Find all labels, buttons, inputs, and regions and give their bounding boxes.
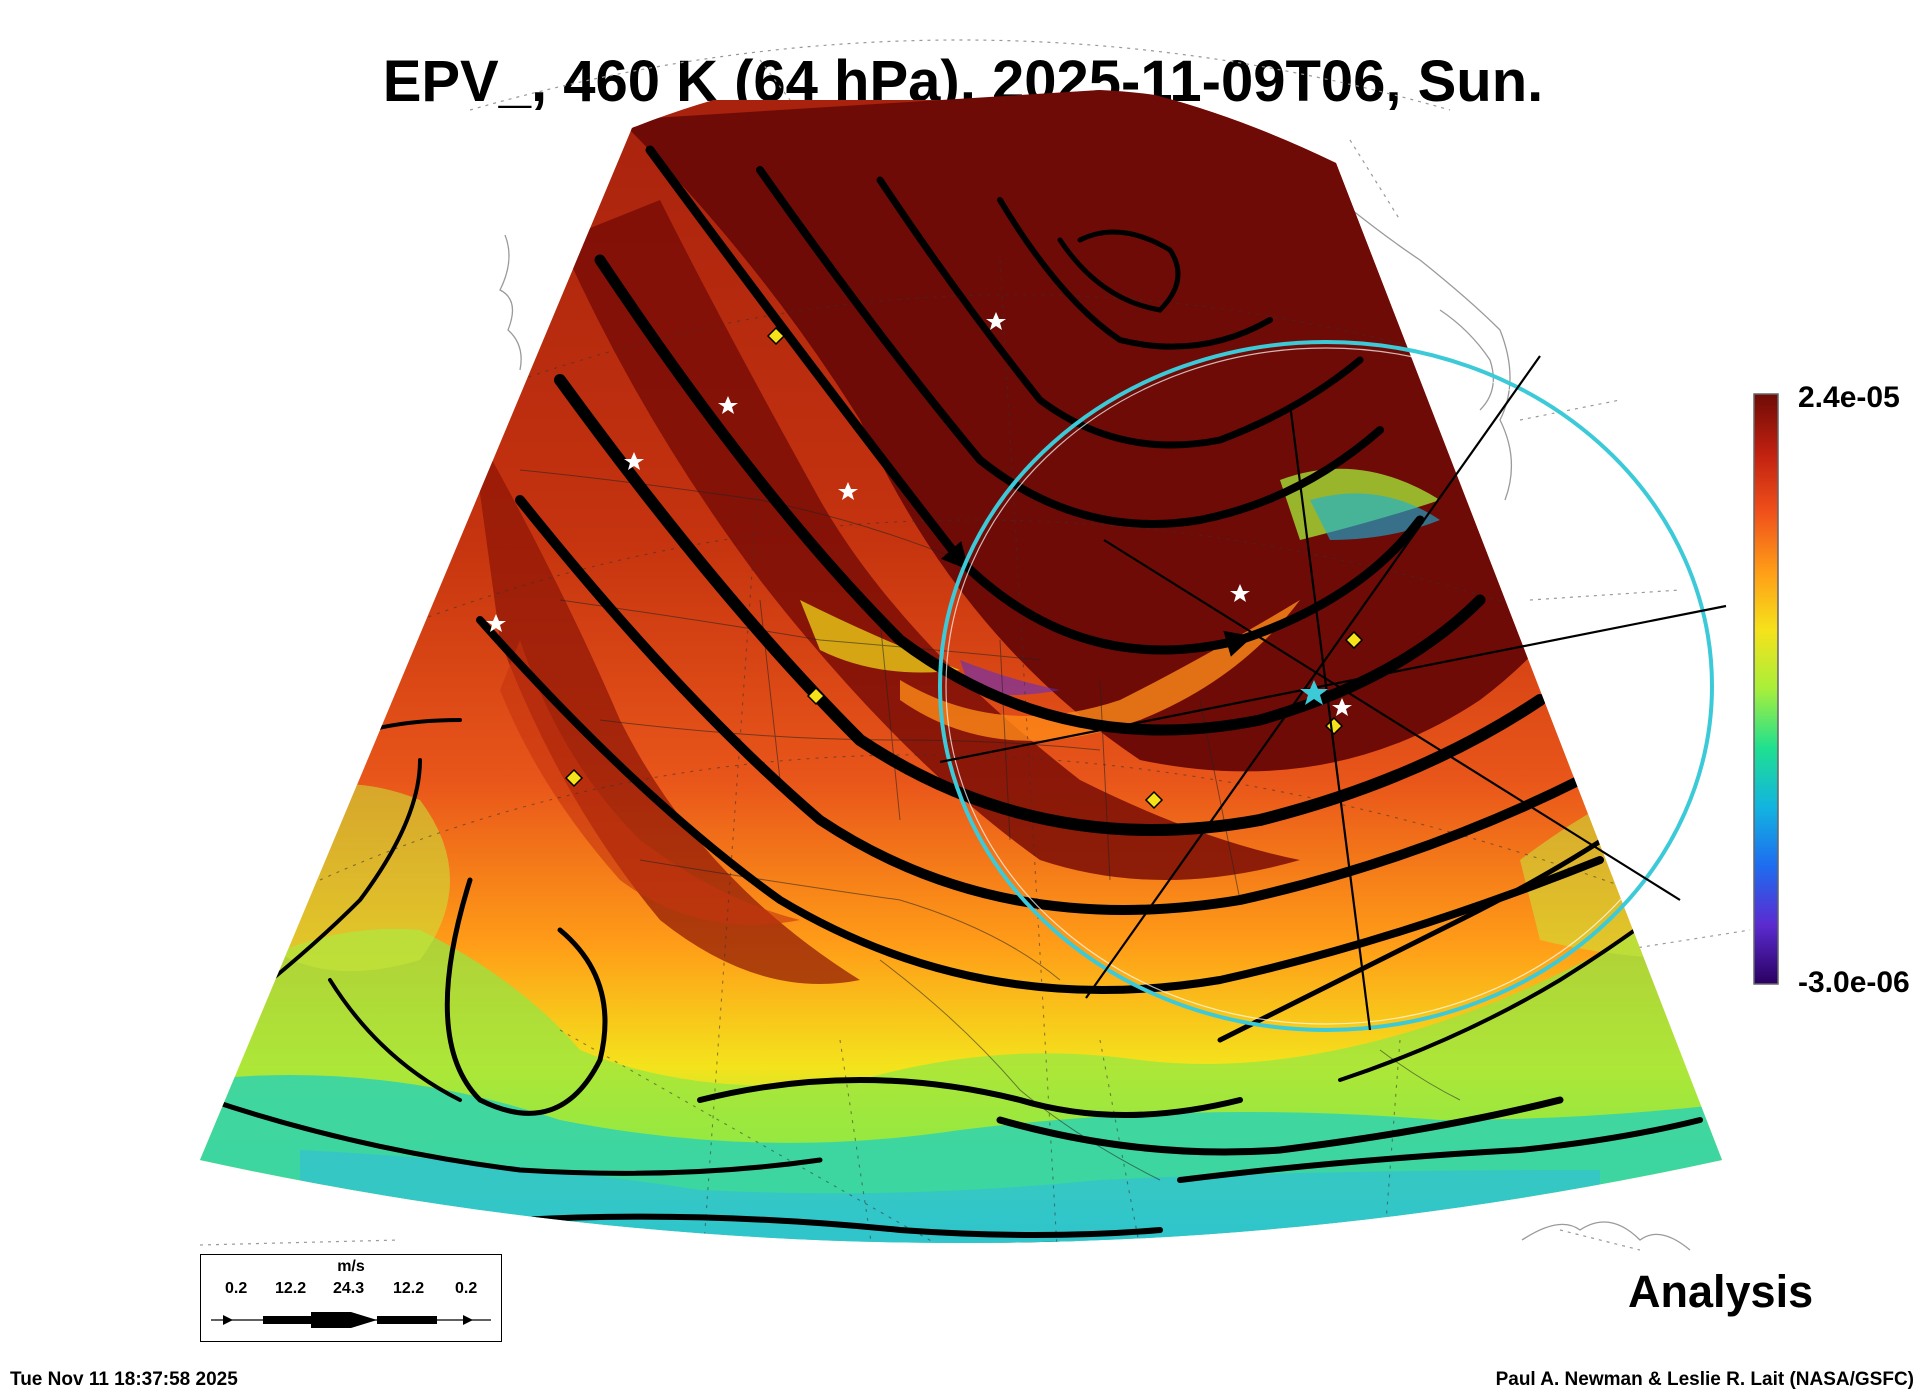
colorbar xyxy=(1753,393,1779,985)
coastline-outside xyxy=(499,209,1691,1251)
wind-legend-tick: 12.2 xyxy=(275,1280,307,1297)
sun-projection-overlay xyxy=(938,340,1727,1032)
colorbar-max-label: 2.4e-05 xyxy=(1798,381,1900,414)
wind-speed-legend: m/s 0.2 12.2 24.3 12.2 0.2 xyxy=(200,1254,502,1342)
wind-legend-tick: 12.2 xyxy=(393,1280,425,1297)
analysis-stamp: Analysis xyxy=(1628,1266,1814,1317)
footer-timestamp: Tue Nov 11 18:37:58 2025 xyxy=(10,1369,238,1390)
star-markers xyxy=(486,312,1352,716)
pv-field xyxy=(200,90,1722,1244)
colorbar-min-label: -3.0e-06 xyxy=(1798,966,1910,999)
footer-credit: Paul A. Newman & Leslie R. Lait (NASA/GS… xyxy=(1495,1369,1914,1390)
wind-legend-tick: 24.3 xyxy=(333,1280,365,1297)
sun-marker-icon xyxy=(1300,680,1328,705)
wind-legend-arrow-icon xyxy=(211,1312,491,1328)
wind-legend-tick: 0.2 xyxy=(455,1280,478,1297)
wind-legend-unit: m/s xyxy=(337,1258,365,1275)
wind-legend-tick: 0.2 xyxy=(225,1280,248,1297)
diamond-markers xyxy=(564,326,1364,810)
